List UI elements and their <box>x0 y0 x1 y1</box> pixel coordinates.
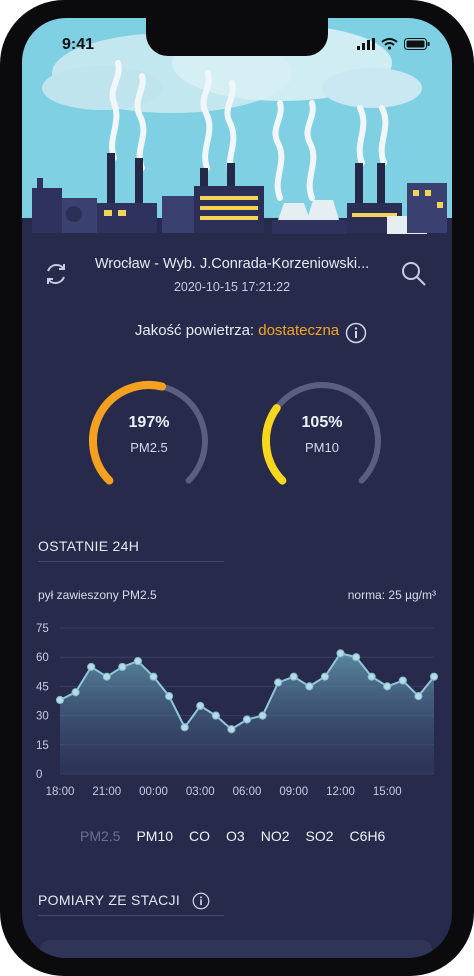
data-point <box>274 678 283 687</box>
signal-icon <box>357 38 375 50</box>
data-point <box>336 649 345 658</box>
data-point <box>87 662 96 672</box>
tab-o3[interactable]: O3 <box>226 828 245 844</box>
tab-c6h6[interactable]: C6H6 <box>349 828 386 844</box>
data-point <box>118 662 127 672</box>
section-divider <box>38 915 224 916</box>
gauge-pm25-ring <box>89 381 208 485</box>
device-notch <box>146 18 328 56</box>
data-point <box>258 711 267 720</box>
air-quality: Jakość powietrza: dostateczna <box>22 322 452 339</box>
gauge-pm10[interactable]: 105% PM10 <box>257 376 387 506</box>
measurements-title-text: POMIARY ZE STACJI <box>38 892 181 908</box>
data-point <box>102 672 111 681</box>
status-time: 9:41 <box>62 36 95 53</box>
info-icon[interactable] <box>192 892 210 910</box>
info-icon[interactable] <box>345 322 367 344</box>
battery-icon <box>404 38 430 50</box>
air-quality-label: Jakość powietrza: <box>134 322 259 339</box>
tab-pm25[interactable]: PM2.5 <box>80 828 121 844</box>
gauge-percent: 105% <box>301 414 343 431</box>
measurement-card[interactable] <box>40 940 432 958</box>
data-point <box>71 688 80 697</box>
data-point <box>196 701 205 710</box>
y-tick-label: 45 <box>36 681 49 693</box>
status-icons <box>357 38 430 50</box>
data-point <box>242 715 252 724</box>
x-tick-label: 15:00 <box>373 786 402 798</box>
pollutant-label: pył zawieszony PM2.5 <box>38 588 157 602</box>
data-point <box>429 672 439 681</box>
air-quality-value: dostateczna <box>258 322 340 339</box>
x-tick-label: 06:00 <box>233 786 262 798</box>
data-point <box>227 725 236 734</box>
x-tick-label: 03:00 <box>186 786 215 798</box>
pollutant-tabs: PM2.5 PM10 CO O3 NO2 SO2 C6H6 <box>80 828 401 844</box>
data-point <box>55 695 65 705</box>
tab-pm10[interactable]: PM10 <box>136 828 174 844</box>
station-name[interactable]: Wrocław - Wyb. J.Conrada-Korzeniowski... <box>94 256 370 272</box>
x-tick-label: 09:00 <box>279 786 308 798</box>
data-point <box>149 672 158 681</box>
x-tick-label: 18:00 <box>46 786 75 798</box>
data-point <box>289 672 298 681</box>
data-point <box>164 692 174 701</box>
station-date: 2020-10-15 17:21:22 <box>173 280 291 294</box>
norm-label: norma: 25 µg/m³ <box>347 588 436 602</box>
refresh-icon[interactable] <box>40 258 72 290</box>
tab-co[interactable]: CO <box>189 828 211 844</box>
tab-no2[interactable]: NO2 <box>260 828 290 844</box>
gauge-pm25[interactable]: 197% PM2.5 <box>84 376 214 506</box>
station-header: Wrocław - Wyb. J.Conrada-Korzeniowski...… <box>22 240 452 310</box>
pm25-chart: 75 60 45 30 15 0 18:00 21:00 00:00 03:00 06:00 09:0… <box>22 614 452 819</box>
data-point <box>320 672 330 681</box>
y-tick-label: 75 <box>36 623 49 635</box>
y-tick-label: 0 <box>36 769 42 781</box>
gauge-label: PM10 <box>305 440 339 455</box>
gauge-pm10-ring <box>262 382 381 485</box>
data-point <box>398 676 407 685</box>
x-tick-label: 21:00 <box>92 786 121 798</box>
data-point <box>211 711 220 720</box>
section-divider <box>38 561 224 562</box>
wifi-icon <box>381 38 398 50</box>
y-tick-label: 60 <box>36 652 49 664</box>
data-point <box>383 682 392 691</box>
data-point <box>351 653 361 662</box>
data-point <box>367 672 376 681</box>
y-tick-label: 15 <box>36 740 49 752</box>
gauge-label: PM2.5 <box>130 440 168 455</box>
data-point <box>133 656 143 666</box>
series-area <box>60 653 434 774</box>
data-point <box>414 692 423 701</box>
data-point <box>180 723 189 732</box>
data-point <box>305 682 314 691</box>
x-tick-label: 00:00 <box>139 786 168 798</box>
y-tick-label: 30 <box>36 711 49 723</box>
app-screen: 9:41 Wrocław - Wyb. J.Conrada-Korzeniows… <box>22 18 452 958</box>
gauge-percent: 197% <box>128 414 170 431</box>
search-icon[interactable] <box>398 258 430 290</box>
x-tick-label: 12:00 <box>326 786 355 798</box>
measurements-title: POMIARY ZE STACJI <box>38 892 210 910</box>
tab-so2[interactable]: SO2 <box>305 828 334 844</box>
last24-title: OSTATNIE 24H <box>38 538 140 554</box>
